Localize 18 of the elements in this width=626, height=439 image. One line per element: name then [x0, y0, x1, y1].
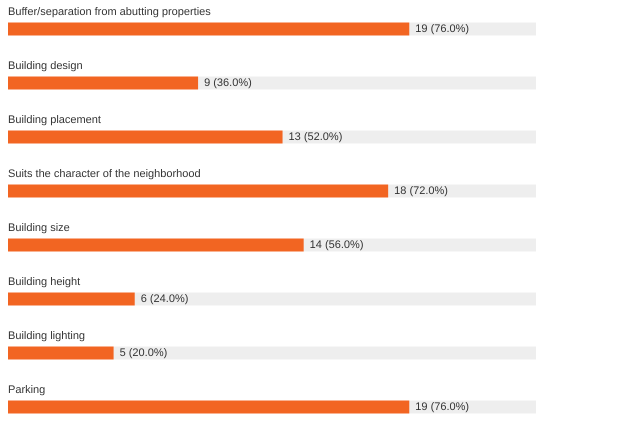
data-label: 13 (52.0%)	[288, 131, 342, 143]
y-tick-label: Parking	[8, 384, 46, 396]
y-tick-label: Suits the character of the neighborhood	[8, 168, 201, 180]
data-label: 6 (24.0%)	[140, 293, 188, 305]
bar	[8, 346, 114, 360]
y-tick-label: Building height	[8, 276, 80, 288]
data-label: 9 (36.0%)	[204, 77, 252, 89]
y-tick-label: Building placement	[8, 114, 101, 126]
data-label: 19 (76.0%)	[415, 23, 470, 35]
data-label: 5 (20.0%)	[120, 347, 168, 359]
data-label: 18 (72.0%)	[394, 185, 448, 197]
y-tick-label: Buffer/separation from abutting properties	[8, 6, 212, 18]
y-tick-label: Building size	[8, 222, 70, 234]
bar	[8, 292, 135, 306]
data-label: 19 (76.0%)	[415, 401, 470, 413]
y-tick-label: Building design	[8, 60, 83, 72]
y-tick-label: Building lighting	[8, 330, 86, 342]
data-label: 14 (56.0%)	[310, 239, 364, 251]
